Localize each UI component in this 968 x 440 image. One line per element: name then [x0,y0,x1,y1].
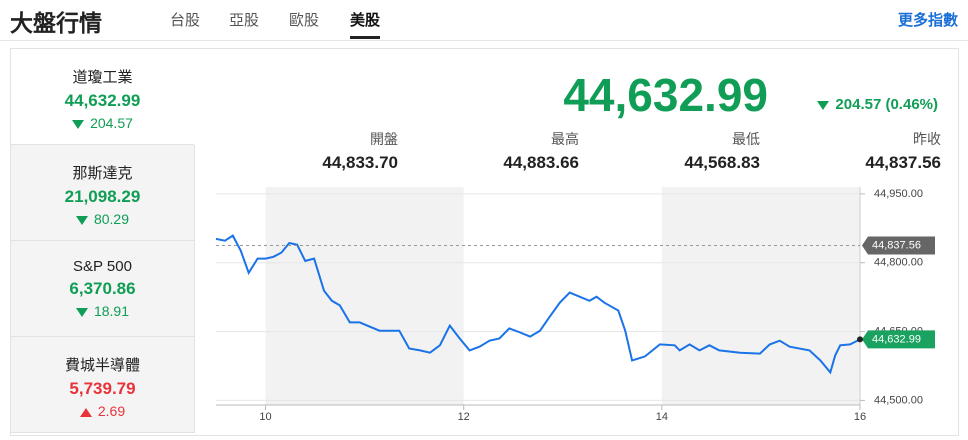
direction-arrow [72,119,85,129]
direction-arrow [75,307,88,317]
stat-value: 44,837.56 [865,153,941,172]
index-name: S&P 500 [73,258,132,275]
divider [0,40,968,41]
index-price: 44,632.99 [64,91,141,110]
index-item[interactable]: 那斯達克 21,098.29 80.29 [11,145,195,241]
page-title: 大盤行情 [10,10,102,36]
index-name: 那斯達克 [72,165,133,182]
stat-label: 最高 [551,131,579,147]
quote-price: 44,632.99 [563,69,768,121]
tab[interactable]: 亞股 [229,12,260,29]
stat-value: 44,833.70 [322,153,398,172]
stat-value: 44,568.83 [684,153,760,172]
index-name: 費城半導體 [64,357,140,374]
direction-arrow [75,215,88,225]
direction-arrow [79,407,92,417]
index-price: 5,739.79 [69,379,136,398]
quote-change: 204.57 (0.46%) [817,96,938,113]
change-text: 204.57 (0.46%) [835,96,938,113]
index-price: 6,370.86 [69,279,136,298]
index-item[interactable]: 費城半導體 5,739.79 2.69 [11,337,195,433]
change-text: 18.91 [93,303,130,319]
stat: 昨收 44,837.56 [771,129,941,173]
stat: 最低 44,568.83 [590,129,760,173]
change-text: 80.29 [93,211,130,227]
tab[interactable]: 台股 [170,12,201,29]
index-item[interactable]: S&P 500 6,370.86 18.91 [11,241,195,337]
stat-label: 開盤 [370,131,398,147]
card [10,48,959,436]
stat-label: 最低 [732,131,760,147]
index-change: 18.91 [11,303,194,319]
index-item[interactable]: 道瓊工業 44,632.99 204.57 [11,49,194,145]
index-change: 2.69 [11,403,194,419]
stat: 開盤 44,833.70 [228,129,398,173]
index-price: 21,098.29 [64,187,141,206]
stat: 最高 44,883.66 [409,129,579,173]
change-text: 2.69 [97,403,126,419]
direction-arrow [817,100,830,110]
stat-value: 44,883.66 [503,153,579,172]
change-text: 204.57 [90,115,133,131]
tab[interactable]: 美股 [350,9,381,39]
more-link[interactable]: 更多指數 [897,12,958,29]
tab[interactable]: 歐股 [289,12,320,29]
stat-label: 昨收 [913,131,941,147]
index-change: 80.29 [11,211,194,227]
index-change: 204.57 [11,115,194,131]
index-name: 道瓊工業 [72,69,133,86]
